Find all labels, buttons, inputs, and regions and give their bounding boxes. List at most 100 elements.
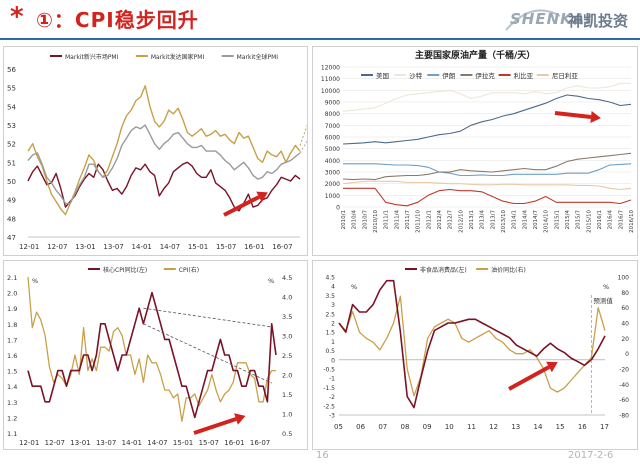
- x-tick-label: 2015/10: [586, 210, 592, 233]
- x-tick-label: 2014/7: [533, 210, 539, 230]
- x-tick-label: 09: [423, 423, 432, 431]
- projection-line: [299, 139, 309, 154]
- y-tick-label-right: -60: [619, 397, 629, 404]
- x-tick-label: 15-07: [199, 439, 219, 447]
- y-tick-label-left: -1: [329, 376, 335, 383]
- legend-label: 美国: [376, 71, 389, 80]
- x-tick-label: 2010/1: [341, 210, 347, 229]
- y-tick-label-left: -3: [329, 413, 335, 420]
- y-tick-label: 1000: [325, 193, 340, 200]
- y-tick-label: 4000: [325, 158, 340, 165]
- x-tick-label: 2016/10: [629, 210, 635, 233]
- x-tick-label: 14-01: [132, 243, 152, 251]
- trend-arrow-head: [256, 191, 268, 203]
- slide-date: 2017-2-6: [568, 450, 614, 461]
- y-tick-label: 11000: [321, 76, 340, 83]
- trend-line: [143, 307, 272, 328]
- legend-label: 核心CPI同比(左): [103, 266, 147, 274]
- y-tick-label-left: 1.2: [7, 414, 17, 422]
- x-tick-label: 15-01: [188, 243, 208, 251]
- legend-label: 伊朗: [442, 71, 455, 80]
- y-tick-label-left: 2.5: [325, 311, 335, 318]
- y-tick-label-right: 3.0: [282, 333, 292, 341]
- x-tick-label: 12-01: [19, 243, 39, 251]
- y-tick-label: 6000: [325, 135, 340, 142]
- y-tick-label-right: 0.5: [282, 430, 292, 438]
- series-line: [27, 124, 301, 205]
- series-line: [342, 152, 632, 181]
- oil-production-chart: 主要国家原油产量（千桶/天） 0 1000 2000 3000 4000 5000 6000 7…: [321, 49, 635, 233]
- y-tick-label: 12000: [321, 65, 340, 72]
- forecast-annotation: 预测值: [593, 296, 613, 305]
- x-tick-label: 11: [467, 423, 476, 431]
- x-tick-label: 2012/10: [458, 210, 464, 233]
- x-tick-label: 12-07: [47, 243, 67, 251]
- x-tick-label: 12-07: [45, 439, 65, 447]
- y-tick-label: 54: [7, 103, 16, 111]
- cpi-chart: 1.1 1.2 1.3 1.4 1.5 1.6 1.7 1.8 1.9 2.0 2.1 0.5 1.0 1…: [7, 266, 292, 447]
- y-tick-label: 51: [7, 159, 16, 167]
- y-tick-label-right: 40: [621, 321, 629, 328]
- y-tick-label: 10000: [321, 88, 340, 95]
- y-tick-label-left: 4.5: [325, 275, 335, 282]
- series-line: [338, 279, 606, 409]
- x-tick-label: 2012/1: [426, 210, 432, 229]
- y-tick-label-left: 1.5: [325, 330, 335, 337]
- x-tick-label: 2012/4: [437, 210, 443, 230]
- x-tick-label: 2011/1: [384, 210, 390, 229]
- y-tick-label-left: 3.5: [325, 293, 335, 300]
- y-tick-label-left: 1.5: [7, 368, 17, 376]
- y-tick-label: 2000: [325, 181, 340, 188]
- nonfood-oil-chart: -3 -2.5 -2 -1.5 -1 -0.5 0 0.5 1 1.5 2 2.5 3 3.5 4 4.5 -8…: [323, 266, 629, 431]
- y-tick-label: 56: [7, 66, 16, 74]
- y-tick-label-right: -20: [619, 367, 629, 374]
- chart-panel-nonfood: -3 -2.5 -2 -1.5 -1 -0.5 0 0.5 1 1.5 2 2.5 3 3.5 4 4.5 -8…: [312, 260, 638, 450]
- x-tick-label: 15: [556, 423, 565, 431]
- y-tick-label-right: -40: [619, 382, 629, 389]
- x-tick-label: 13-07: [103, 243, 123, 251]
- x-tick-label: 2016/7: [618, 210, 624, 230]
- x-tick-label: 14-07: [147, 439, 167, 447]
- projection-line: [299, 122, 309, 146]
- x-tick-label: 13-01: [70, 439, 90, 447]
- x-tick-label: 2013/7: [490, 210, 496, 230]
- y-tick-label-left: 4: [331, 284, 335, 291]
- trend-arrow-shaft: [193, 417, 237, 435]
- y-tick-label-left: 2: [331, 321, 335, 328]
- y-tick-label-left: 2.1: [7, 274, 17, 282]
- x-tick-label: 2015/1: [554, 210, 560, 229]
- trend-line: [143, 323, 272, 384]
- y-tick-label-left: 0.5: [325, 348, 335, 355]
- legend-label: 伊拉克: [475, 71, 495, 80]
- x-tick-label: 16-07: [272, 243, 292, 251]
- y-tick-label: 5000: [325, 146, 340, 153]
- y-tick-label-left: 1.1: [7, 430, 17, 438]
- y-tick-label-left: -2.5: [323, 403, 335, 410]
- x-tick-label: 13-07: [96, 439, 116, 447]
- x-tick-label: 14-07: [160, 243, 180, 251]
- y-tick-label-left: 1.8: [7, 321, 17, 329]
- y-tick-label-left: 1.6: [7, 352, 17, 360]
- x-tick-label: 2015/4: [565, 210, 571, 230]
- series-line: [342, 180, 632, 191]
- legend-label: Markit全球PMI: [237, 53, 279, 61]
- x-tick-label: 13-01: [75, 243, 95, 251]
- y-tick-label-left: 1.7: [7, 336, 17, 344]
- y-tick-label-right: 1.0: [282, 411, 292, 419]
- x-tick-label: 2010/7: [362, 210, 368, 230]
- x-tick-label: 12: [489, 423, 498, 431]
- trend-arrow-head: [234, 413, 246, 425]
- series-line: [343, 187, 632, 207]
- logo-swoosh-icon: [505, 9, 561, 31]
- y-tick-label-left: -0.5: [323, 367, 335, 374]
- y-tick-label: 48: [7, 215, 16, 223]
- x-tick-label: 14: [534, 423, 543, 431]
- y-tick-label: 53: [7, 122, 16, 130]
- y-tick-label-right: 1.5: [282, 391, 292, 399]
- y-tick-label-right: 20: [621, 336, 629, 343]
- y-tick-label: 50: [7, 178, 16, 186]
- y-tick-label-left: 1.4: [7, 383, 17, 391]
- trend-arrow-shaft: [508, 365, 550, 391]
- legend-label: CPI(右): [179, 266, 199, 274]
- y-tick-label: 55: [7, 85, 16, 93]
